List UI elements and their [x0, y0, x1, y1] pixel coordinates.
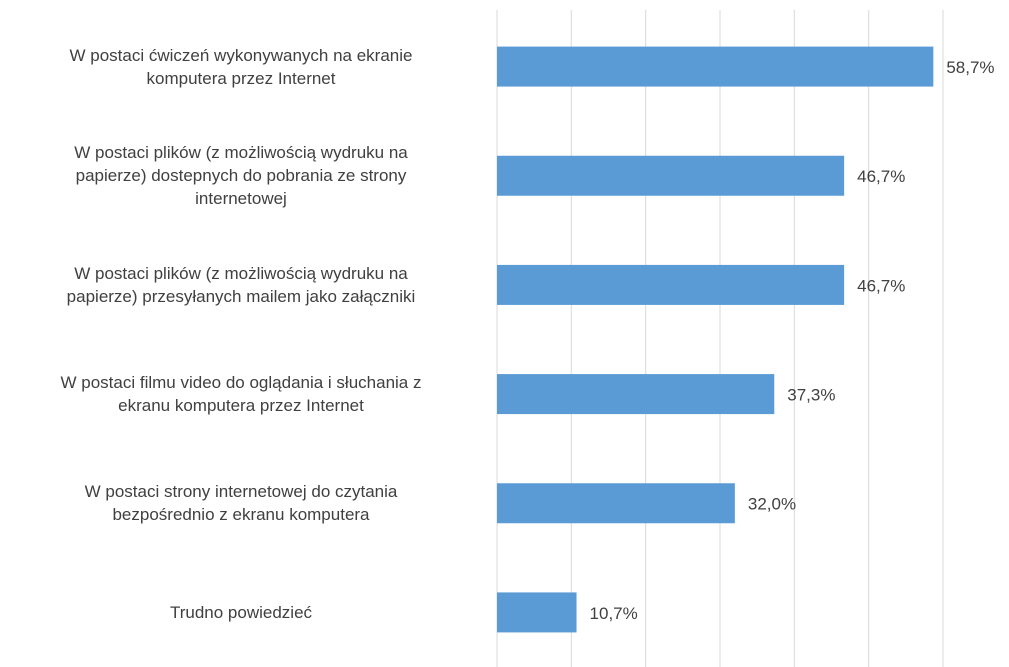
- bar: [497, 46, 934, 87]
- bar: [497, 483, 735, 524]
- category-label: W postaci plików (z możliwością wydruku …: [66, 263, 416, 306]
- bar: [497, 592, 577, 633]
- bar: [497, 374, 775, 415]
- bar: [497, 155, 845, 196]
- category-label: Trudno powiedzieć: [169, 602, 313, 622]
- value-label: 37,3%: [787, 386, 835, 405]
- category-label: W postaci strony internetowej do czytani…: [84, 482, 398, 525]
- value-label: 10,7%: [590, 604, 638, 623]
- value-label: 58,7%: [946, 58, 994, 77]
- bar: [497, 264, 845, 305]
- category-label: W postaci plików (z możliwością wydruku …: [74, 143, 408, 209]
- value-label: 32,0%: [748, 495, 796, 514]
- value-label: 46,7%: [857, 276, 905, 295]
- category-label: W postaci filmu video do oglądania i słu…: [60, 373, 422, 416]
- category-label: W postaci ćwiczeń wykonywanych na ekrani…: [69, 45, 413, 88]
- value-label: 46,7%: [857, 167, 905, 186]
